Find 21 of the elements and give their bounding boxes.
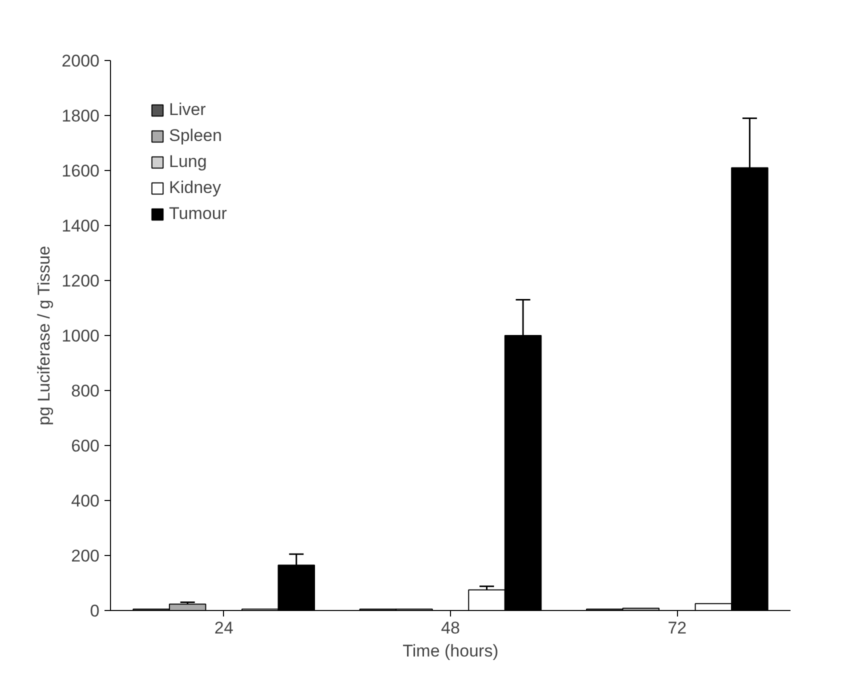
y-tick-label: 400	[71, 492, 100, 510]
y-tick-label: 1000	[62, 326, 100, 346]
legend-label: Kidney	[169, 178, 221, 198]
y-tick-label: 1200	[62, 272, 100, 290]
y-tick-label: 200	[71, 546, 100, 566]
y-tick-label: 2000	[62, 52, 100, 70]
y-axis-title: pg Luciferase / g Tissue	[34, 246, 54, 426]
legend-label: Lung	[169, 152, 207, 172]
y-tick-label: 600	[71, 436, 100, 456]
legend-label: Spleen	[169, 126, 222, 146]
y-tick-label: 800	[71, 382, 100, 400]
x-tick-label: 24	[214, 618, 234, 638]
x-tick-label: 72	[668, 618, 687, 638]
x-axis-title: Time (hours)	[402, 642, 498, 660]
y-tick-label: 1600	[62, 162, 100, 180]
y-tick-label: 1400	[62, 216, 100, 236]
y-tick-label: 1800	[62, 106, 100, 126]
legend-label: Tumour	[169, 204, 227, 224]
x-tick-label: 48	[441, 618, 460, 638]
y-tick-label: 0	[90, 602, 100, 620]
legend-label: Liver	[169, 100, 206, 120]
